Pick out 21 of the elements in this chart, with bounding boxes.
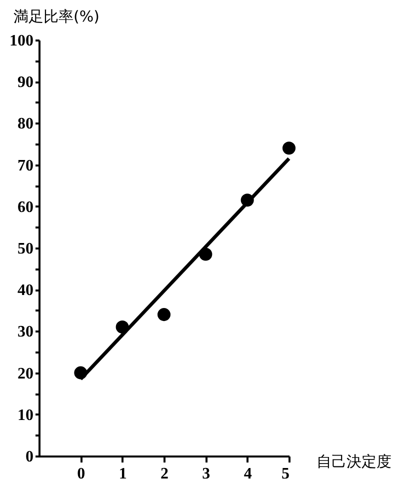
y-tick-label: 80: [18, 116, 34, 133]
y-axis-title: 満足比率(%): [14, 8, 100, 26]
y-tick-label: 30: [18, 324, 34, 341]
y-tick-label: 40: [18, 282, 34, 300]
y-tick-label: 50: [18, 240, 34, 258]
x-tick-label: 2: [160, 466, 168, 482]
y-tick-label: 20: [18, 365, 34, 382]
y-tick-label: 10: [18, 406, 34, 424]
y-tick-label: 90: [18, 74, 34, 92]
x-axis-title: 自己決定度: [316, 452, 392, 470]
y-tick-label: 70: [18, 157, 34, 174]
x-tick-label: 1: [118, 466, 127, 482]
y-tick-label: 60: [18, 198, 34, 216]
point: [157, 308, 171, 322]
x-tick-label: 4: [244, 466, 252, 482]
y-tick-label: 100: [10, 32, 34, 50]
x-tick-label: 3: [202, 466, 210, 482]
point: [282, 142, 296, 155]
x-tick-label: 0: [77, 466, 86, 482]
x-tick-label: 5: [282, 466, 290, 482]
y-tick-label: 0: [26, 448, 34, 466]
